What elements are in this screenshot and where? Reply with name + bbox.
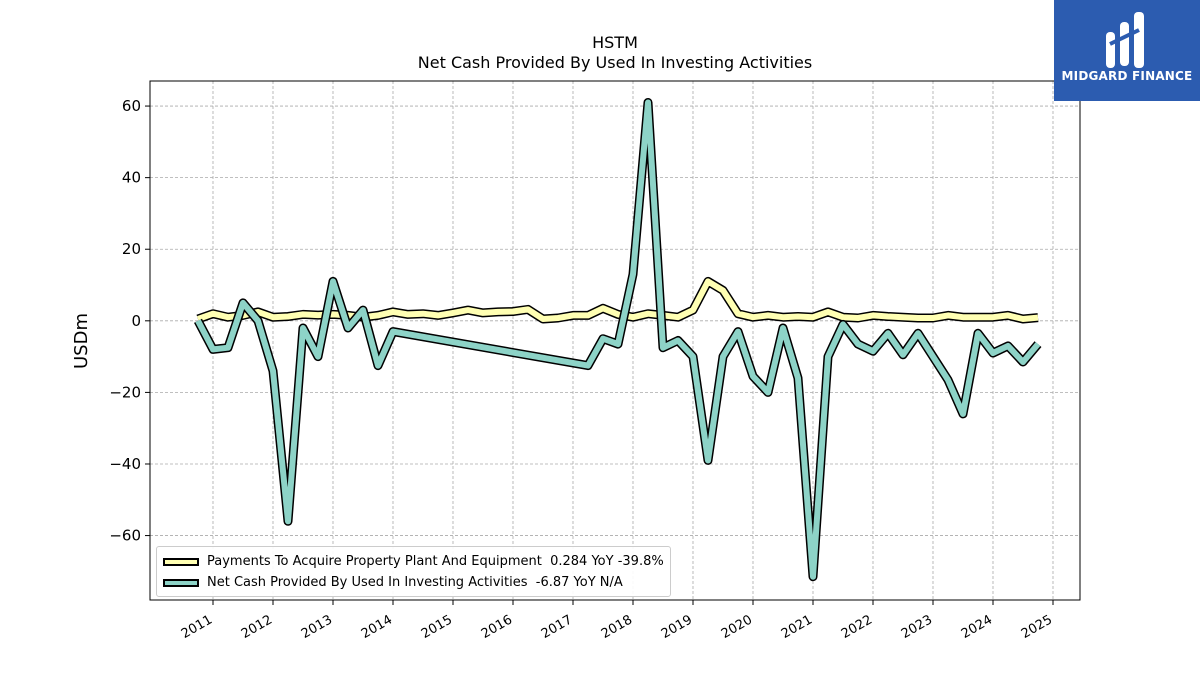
y-tick-label: 0 (131, 312, 141, 330)
y-tick-label: 40 (122, 169, 141, 187)
x-tick-label: 2023 (899, 612, 935, 642)
y-tick-label: −20 (109, 383, 141, 401)
x-tick-label: 2020 (719, 612, 755, 642)
series-0-group (196, 276, 1039, 324)
series-layer (194, 98, 1042, 582)
series-1-line (195, 99, 1041, 580)
legend-swatch-investing (163, 578, 199, 587)
x-tick-label: 2018 (599, 612, 635, 642)
legend-label-capex: Payments To Acquire Property Plant And E… (207, 554, 664, 569)
legend-entry-investing: Net Cash Provided By Used In Investing A… (163, 572, 664, 593)
x-tick-label: 2012 (239, 612, 275, 642)
x-tick-label: 2019 (659, 612, 695, 642)
x-tick-label: 2015 (419, 612, 455, 642)
chart-legend: Payments To Acquire Property Plant And E… (156, 546, 671, 597)
y-tick-label: −60 (109, 527, 141, 545)
y-tick-label: 60 (122, 97, 141, 115)
x-tick-label: 2011 (179, 612, 215, 642)
x-tick-label: 2014 (359, 612, 395, 642)
legend-swatch-capex (163, 557, 199, 566)
x-tick-label: 2016 (479, 612, 515, 642)
y-axis-label: USDm (71, 313, 92, 369)
y-tick-label: 20 (122, 240, 141, 258)
grid-lines (150, 81, 1080, 600)
x-tick-label: 2022 (839, 612, 875, 642)
y-tick-label: −40 (109, 455, 141, 473)
chart-title-ticker: HSTM (592, 33, 638, 52)
x-tick-label: 2017 (539, 612, 575, 642)
legend-entry-capex: Payments To Acquire Property Plant And E… (163, 551, 664, 572)
plot-area-frame (149, 80, 1081, 601)
x-tick-label: 2013 (299, 612, 335, 642)
chart-title-metric: Net Cash Provided By Used In Investing A… (417, 53, 813, 72)
series-1-group (194, 98, 1042, 582)
logo-text: MIDGARD FINANCE (1061, 69, 1193, 83)
series-0-line (197, 278, 1039, 322)
x-tick-label: 2025 (1019, 612, 1055, 642)
x-tick-label: 2021 (779, 612, 815, 642)
midgard-finance-logo: MIDGARD FINANCE (1054, 0, 1200, 101)
logo-mark-icon (1106, 12, 1144, 68)
legend-label-investing: Net Cash Provided By Used In Investing A… (207, 575, 623, 590)
x-tick-label: 2024 (959, 612, 995, 642)
